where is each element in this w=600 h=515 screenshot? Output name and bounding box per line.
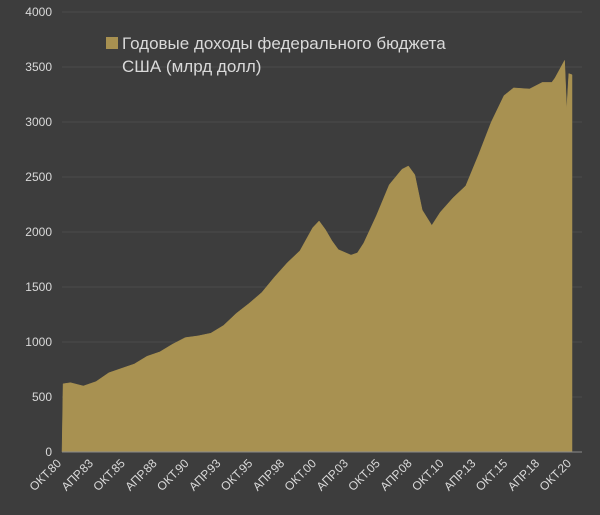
y-tick-label: 2000	[25, 225, 52, 239]
x-tick-label: АПР.13	[441, 456, 479, 494]
legend: Годовые доходы федерального бюджета США …	[106, 34, 446, 76]
x-tick-label: АПР.93	[186, 456, 224, 494]
x-tick-label: АПР.18	[505, 456, 543, 494]
legend-label-line-2: США (млрд долл)	[122, 57, 261, 76]
legend-label-line-1: Годовые доходы федерального бюджета	[122, 34, 446, 53]
y-tick-label: 1500	[25, 280, 52, 294]
x-tick-label: АПР.88	[122, 456, 160, 494]
y-tick-label: 500	[32, 390, 52, 404]
x-tick-label: ОКТ.10	[409, 456, 447, 494]
x-tick-label: АПР.08	[377, 456, 415, 494]
y-tick-label: 4000	[25, 5, 52, 19]
x-tick-label: ОКТ.05	[345, 456, 383, 494]
x-tick-label: АПР.83	[59, 456, 97, 494]
y-tick-label: 1000	[25, 335, 52, 349]
y-tick-label: 2500	[25, 170, 52, 184]
x-tick-label: ОКТ.20	[537, 456, 575, 494]
x-tick-label: ОКТ.90	[154, 456, 192, 494]
series-area-0	[61, 59, 573, 453]
plot-area	[61, 59, 573, 453]
y-tick-label: 0	[45, 445, 52, 459]
x-tick-label: ОКТ.80	[27, 456, 65, 494]
x-axis: ОКТ.80АПР.83ОКТ.85АПР.88ОКТ.90АПР.93ОКТ.…	[27, 451, 582, 494]
y-axis: 0 500 1000 1500 2000 2500 3000 3500 4000	[25, 5, 52, 459]
x-tick-label: АПР.98	[250, 456, 288, 494]
x-tick-label: ОКТ.95	[218, 456, 256, 494]
x-tick-label: ОКТ.85	[90, 456, 128, 494]
y-tick-label: 3500	[25, 60, 52, 74]
legend-swatch	[106, 37, 118, 49]
x-tick-label: ОКТ.00	[282, 456, 320, 494]
y-tick-label: 3000	[25, 115, 52, 129]
x-tick-label: АПР.03	[314, 456, 352, 494]
x-tick-label: ОКТ.15	[473, 456, 511, 494]
